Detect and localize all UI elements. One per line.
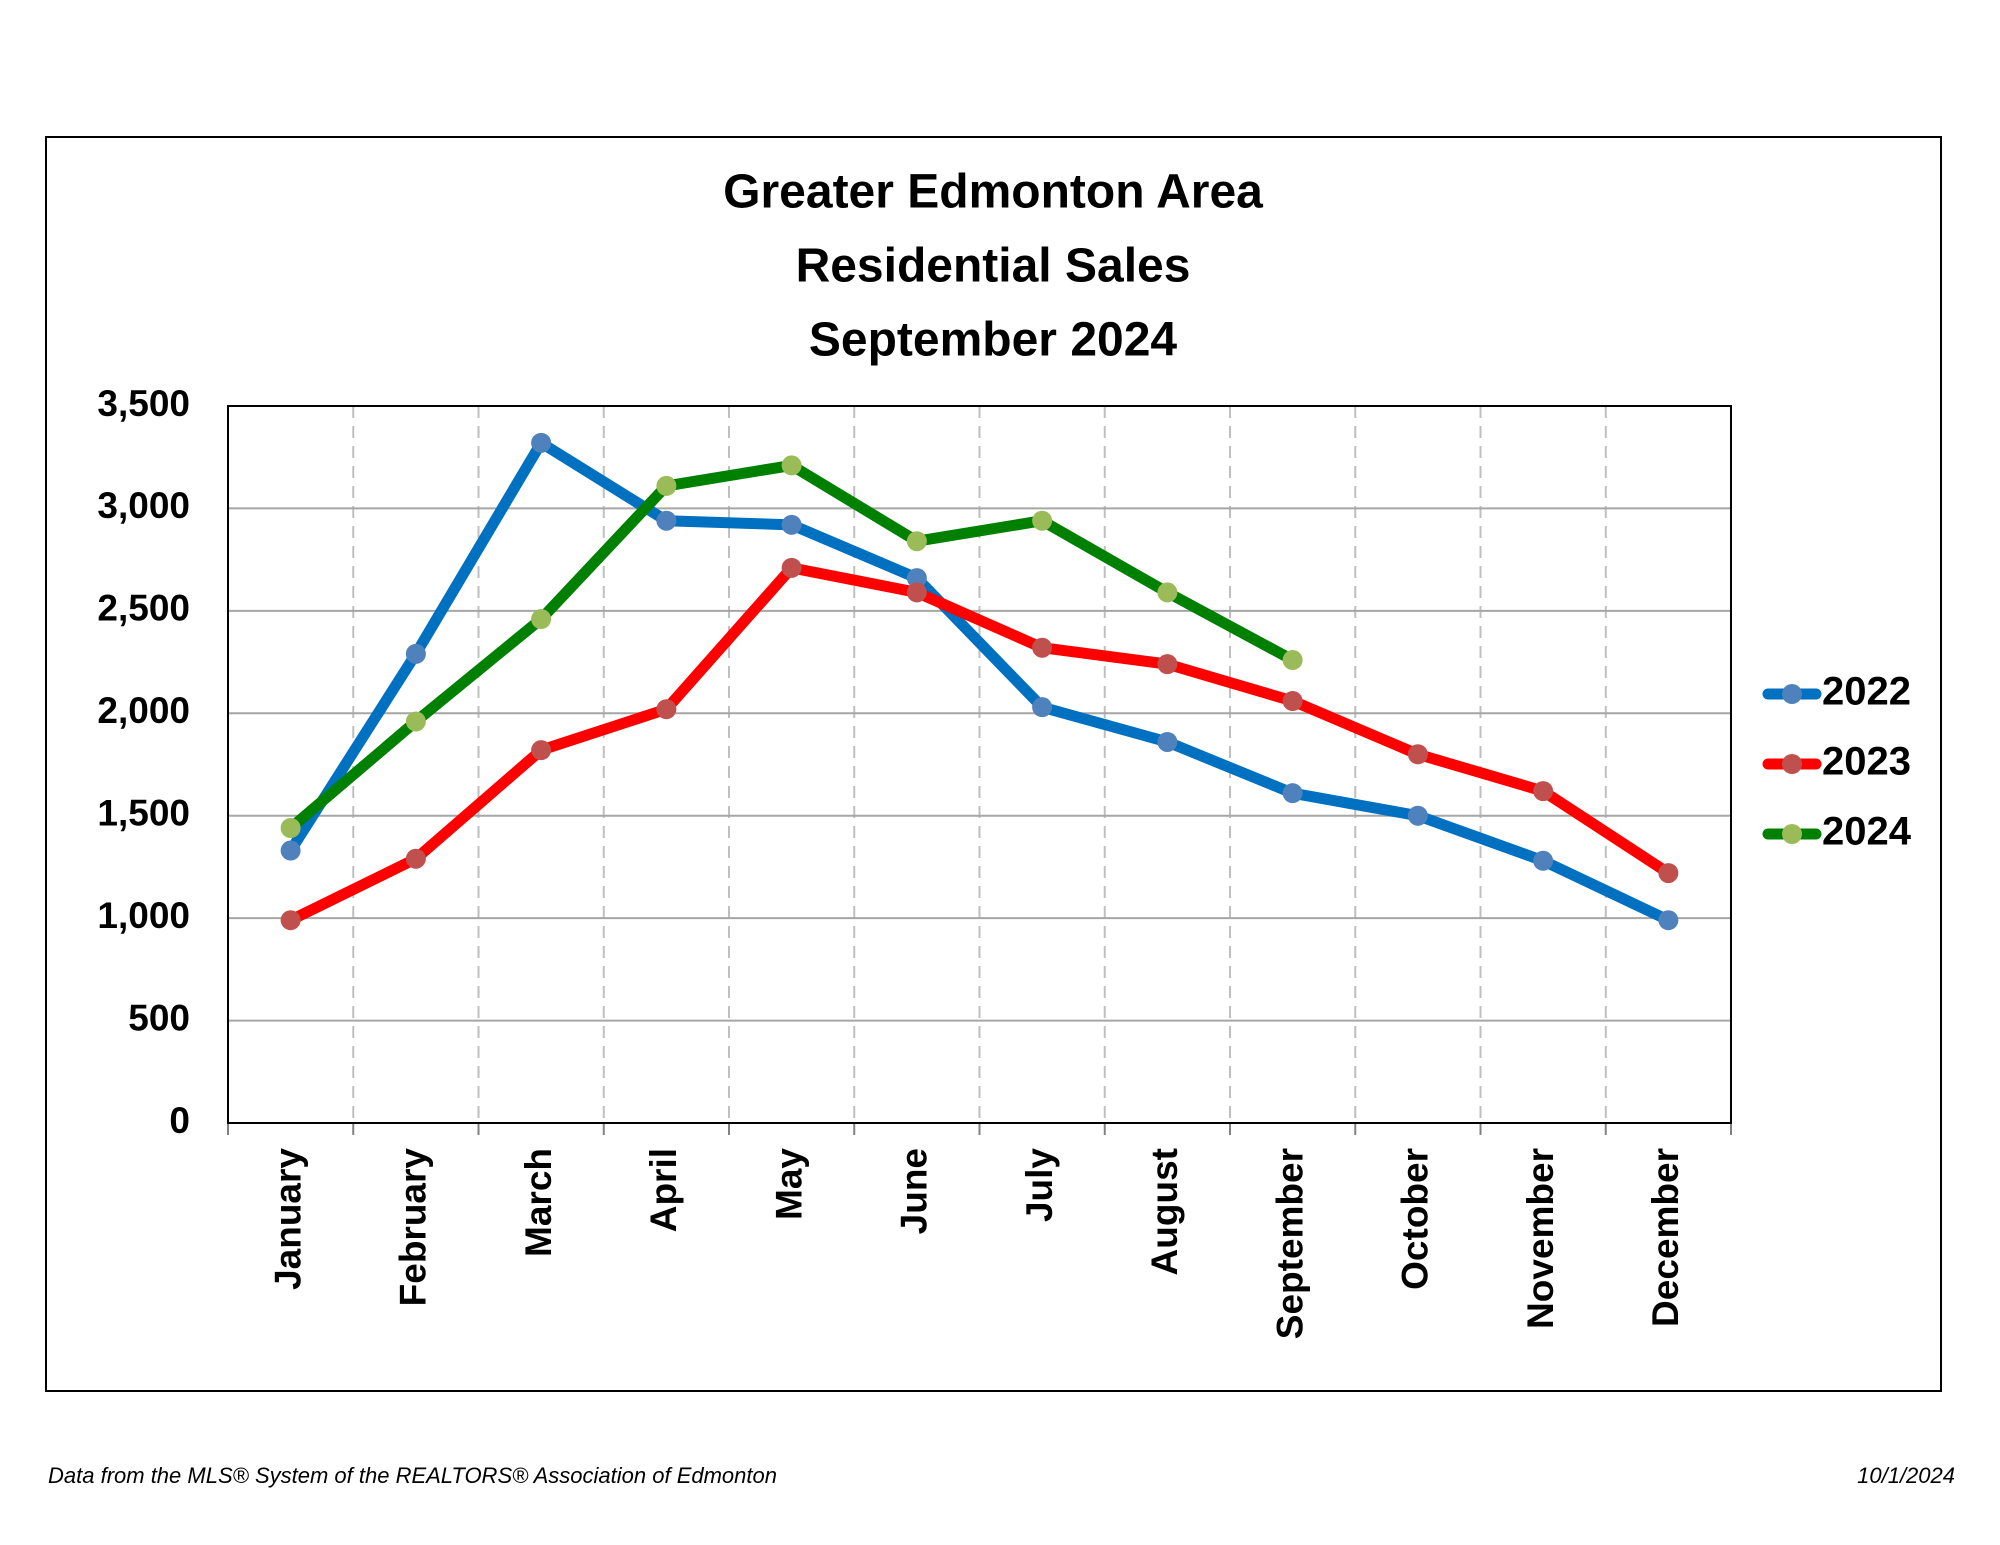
legend-label: 2023 xyxy=(1822,740,1911,784)
y-tick-label: 2,000 xyxy=(97,690,190,731)
source-note: Data from the MLS® System of the REALTOR… xyxy=(48,1463,777,1488)
data-point xyxy=(1032,510,1053,531)
data-point xyxy=(1658,910,1679,931)
data-point xyxy=(1282,650,1303,671)
x-tick-label: October xyxy=(1395,1148,1436,1290)
data-point xyxy=(1533,850,1554,871)
x-tick-label: April xyxy=(643,1148,684,1232)
legend-marker xyxy=(1782,754,1802,774)
legend-marker xyxy=(1782,684,1802,704)
data-point xyxy=(1282,783,1303,804)
legend-marker xyxy=(1782,824,1802,844)
y-tick-label: 3,500 xyxy=(97,383,190,424)
data-point xyxy=(280,840,301,861)
data-point xyxy=(531,740,552,761)
data-point xyxy=(1407,744,1428,765)
data-point xyxy=(1157,582,1178,603)
data-point xyxy=(405,848,426,869)
data-point xyxy=(1407,805,1428,826)
y-tick-label: 2,500 xyxy=(97,588,190,629)
data-point xyxy=(1157,654,1178,675)
chart-title: September 2024 xyxy=(809,314,1178,367)
data-point xyxy=(656,475,677,496)
data-point xyxy=(656,699,677,720)
data-point xyxy=(1658,863,1679,884)
data-point xyxy=(1157,731,1178,752)
chart-title: Residential Sales xyxy=(796,240,1191,293)
data-point xyxy=(405,711,426,732)
data-point xyxy=(280,910,301,931)
data-point xyxy=(405,643,426,664)
chart-title: Greater Edmonton Area xyxy=(723,166,1263,219)
data-point xyxy=(1282,690,1303,711)
x-tick-label: June xyxy=(894,1148,935,1234)
x-tick-label: March xyxy=(518,1148,559,1257)
x-tick-label: September xyxy=(1269,1148,1310,1339)
y-tick-label: 500 xyxy=(128,997,190,1038)
y-tick-label: 1,500 xyxy=(97,792,190,833)
data-point xyxy=(1533,781,1554,802)
series-line xyxy=(288,562,1672,926)
y-tick-label: 1,000 xyxy=(97,895,190,936)
data-point xyxy=(280,818,301,839)
data-point xyxy=(656,510,677,531)
y-tick-label: 0 xyxy=(169,1100,190,1141)
data-point xyxy=(1032,697,1053,718)
data-point xyxy=(781,455,802,476)
x-tick-label: May xyxy=(768,1148,809,1220)
data-point xyxy=(906,531,927,552)
x-tick-label: July xyxy=(1019,1148,1060,1222)
plot-border xyxy=(227,405,1732,1124)
x-tick-label: January xyxy=(267,1148,308,1290)
data-point xyxy=(1032,637,1053,658)
x-tick-label: February xyxy=(393,1148,434,1307)
x-tick-label: August xyxy=(1144,1148,1185,1275)
y-tick-label: 3,000 xyxy=(97,485,190,526)
data-point xyxy=(781,514,802,535)
x-tick-label: December xyxy=(1645,1148,1686,1327)
series-line xyxy=(285,437,1671,926)
data-point xyxy=(781,557,802,578)
legend-label: 2022 xyxy=(1822,670,1911,714)
data-point xyxy=(906,582,927,603)
data-point xyxy=(531,432,552,453)
data-point xyxy=(906,568,927,589)
date-note: 10/1/2024 xyxy=(1857,1463,1955,1488)
data-point xyxy=(531,609,552,630)
legend-label: 2024 xyxy=(1822,810,1912,854)
x-tick-label: November xyxy=(1520,1148,1561,1329)
